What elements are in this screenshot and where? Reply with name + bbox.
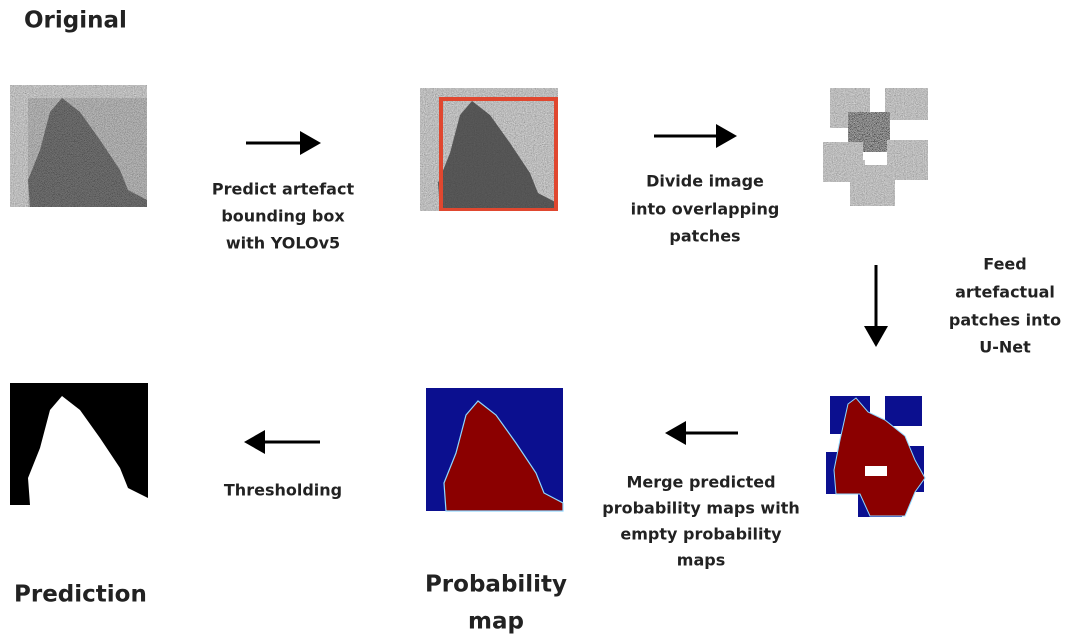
step-label: patches into [949,311,1061,330]
bbox-image [420,88,558,211]
prediction-image [10,383,148,505]
step-label: empty probability [620,525,782,544]
predicted-patches [826,396,925,517]
node-label: map [468,609,524,635]
node-label: Prediction [14,582,147,608]
patch [850,160,895,206]
original-image [10,85,147,207]
step-label: Feed [983,255,1026,274]
step-label: Divide image [646,172,764,191]
probability-map [426,388,563,511]
node-label: Probability [425,572,567,598]
step-label: maps [677,551,725,570]
step-label: Predict artefact [212,180,355,199]
patch [885,396,922,426]
step-label: patches [669,227,740,246]
patch-gap [865,466,887,476]
step-label: U-Net [979,338,1031,357]
step-label: Merge predicted [626,473,775,492]
patches-image [823,88,928,206]
node-label: Original [24,8,127,34]
step-label: artefactual [955,283,1055,302]
step-label: bounding box [221,207,345,226]
step-label: probability maps with [602,499,799,518]
step-label: into overlapping [631,200,780,219]
diagram: Original Predict artefact bounding box w… [0,0,1066,637]
step-label: Thresholding [224,481,342,500]
patch [885,88,928,120]
patch-gap [865,155,887,165]
step-label: with YOLOv5 [226,234,340,253]
